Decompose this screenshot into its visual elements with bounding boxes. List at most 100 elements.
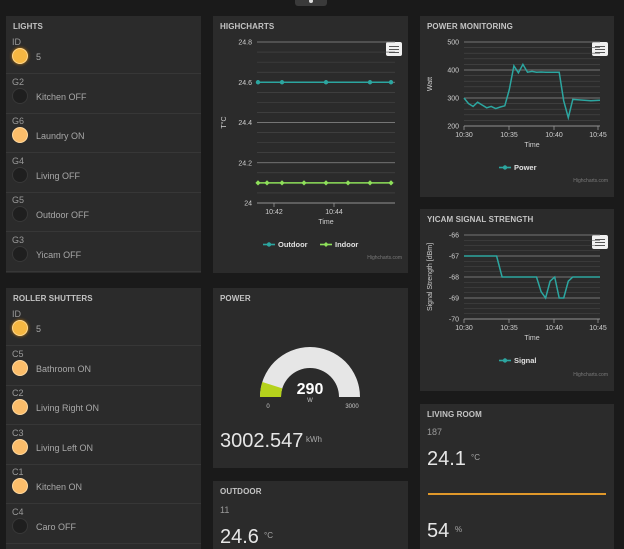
x-axis-title: Time xyxy=(318,219,333,226)
light-row: G4 Living OFF xyxy=(6,154,201,193)
y-tick-label: 300 xyxy=(447,96,459,103)
x-axis-title: Time xyxy=(524,335,539,342)
y-tick-label: -70 xyxy=(449,317,459,324)
bulb-toggle-icon[interactable] xyxy=(12,438,28,455)
bulb-toggle-icon[interactable] xyxy=(12,359,28,376)
data-point xyxy=(255,180,261,186)
data-point xyxy=(323,80,329,85)
gauge-unit: W xyxy=(307,398,313,404)
data-point xyxy=(367,80,373,85)
y-tick-label: 24.6 xyxy=(238,80,252,87)
living-room-divider xyxy=(428,493,606,495)
bulb-toggle-icon[interactable] xyxy=(12,206,28,222)
shutter-row-label: Living Left ON xyxy=(36,442,94,453)
outdoor-temp: 24.6 xyxy=(220,526,259,548)
chart-menu-icon[interactable] xyxy=(592,42,608,56)
power-panel: POWER 290 W 0 3000 3002.547 kWh xyxy=(213,288,408,468)
data-point xyxy=(345,180,351,186)
data-point xyxy=(323,180,329,186)
living-room-title: LIVING ROOM xyxy=(427,410,482,419)
shutter-row: C5 Bathroom ON xyxy=(6,347,201,386)
legend-marker xyxy=(502,358,508,363)
bulb-toggle-icon[interactable] xyxy=(12,399,28,415)
shutter-row-id: C3 xyxy=(12,427,24,438)
legend-marker xyxy=(502,165,508,170)
power-monitoring-panel: POWER MONITORING 200 300 400 500 10:30 10:35 1… xyxy=(420,16,614,197)
light-row-id: G2 xyxy=(12,76,25,87)
temperature-chart: 24 24.2 24.4 24.6 24.8 10:42 10:44 Time T°C Outdo… xyxy=(220,40,402,262)
y-tick-label: 200 xyxy=(447,124,459,131)
power-monitoring-title: POWER MONITORING xyxy=(427,22,513,31)
shutter-row-label: Kitchen ON xyxy=(36,482,83,492)
shutter-row-id: C2 xyxy=(12,388,24,398)
light-row: G3 Yicam OFF xyxy=(6,233,201,272)
y-tick-label: -67 xyxy=(449,254,459,261)
gauge-min: 0 xyxy=(266,404,270,410)
outdoor-id: 11 xyxy=(220,505,230,515)
living-room-humidity-unit: % xyxy=(455,525,463,534)
shutter-row-id: C1 xyxy=(12,467,24,477)
bulb-toggle-icon[interactable] xyxy=(12,87,28,104)
x-tick-label: 10:35 xyxy=(500,132,518,139)
signal-strength-chart: -70 -69 -68 -67 -66 10:30 10:35 10:40 10:45 Time S… xyxy=(427,233,608,379)
shutter-row: ID 5 xyxy=(6,307,201,346)
bulb-toggle-icon[interactable] xyxy=(12,320,28,336)
living-room-id: 187 xyxy=(427,427,443,437)
legend-label: Indoor xyxy=(335,240,358,249)
bulb-toggle-icon[interactable] xyxy=(12,245,28,262)
living-room-humidity: 54 xyxy=(427,520,450,542)
bulb-toggle-icon[interactable] xyxy=(12,127,28,143)
bulb-toggle-icon[interactable] xyxy=(12,517,28,534)
shutter-row: C3 Living Left ON xyxy=(6,426,201,465)
light-row-id: G3 xyxy=(12,234,25,245)
light-row-label: Laundry ON xyxy=(36,131,85,141)
power-gauge: 290 W 0 3000 xyxy=(260,347,360,410)
data-point xyxy=(301,180,307,186)
data-point xyxy=(388,80,394,85)
data-point xyxy=(279,180,285,186)
highcharts-credits: Highcharts.com xyxy=(573,372,608,378)
y-axis-title: Signal Strength [dBm] xyxy=(427,243,434,311)
shutter-row-label: Caro OFF xyxy=(36,521,77,532)
bulb-toggle-icon[interactable] xyxy=(12,478,28,494)
yicam-signal-title: YICAM SIGNAL STRENGTH xyxy=(427,215,534,224)
outdoor-temp-unit: °C xyxy=(264,531,273,540)
living-room-panel: LIVING ROOM 187 24.1 °C 54 % xyxy=(420,404,614,549)
top-handle[interactable] xyxy=(295,0,327,6)
shutter-row-id: C5 xyxy=(12,348,24,359)
shutter-row-id: C4 xyxy=(12,506,24,517)
data-point xyxy=(388,180,394,186)
lights-panel: LIGHTS ID 5 G2 Kitchen OFF G6 Laundry ON G4 Liv… xyxy=(6,16,201,273)
series-line-power xyxy=(463,62,601,121)
x-tick-label: 10:40 xyxy=(545,132,563,139)
x-tick-label: 10:35 xyxy=(500,325,518,332)
y-tick-label: 24.8 xyxy=(238,40,252,47)
highcharts-title: HIGHCHARTS xyxy=(220,22,275,31)
y-tick-label: 24 xyxy=(244,201,252,208)
power-monitoring-chart: 200 300 400 500 10:30 10:35 10:40 10:45 Time Watt… xyxy=(427,40,608,185)
highcharts-credits: Highcharts.com xyxy=(573,178,608,184)
outdoor-title: OUTDOOR xyxy=(220,487,262,496)
y-tick-label: 24.4 xyxy=(238,120,252,127)
light-row-label: Outdoor OFF xyxy=(36,210,90,220)
x-tick-label: 10:42 xyxy=(265,209,283,216)
light-row: G2 Kitchen OFF xyxy=(6,75,201,114)
data-point xyxy=(367,180,373,186)
x-tick-label: 10:44 xyxy=(325,209,343,216)
gauge-value: 290 xyxy=(297,381,324,398)
gauge-fill-arc xyxy=(260,382,283,397)
shutter-row-label: Living Right ON xyxy=(36,403,100,413)
bulb-toggle-icon[interactable] xyxy=(12,48,28,64)
y-tick-label: -66 xyxy=(449,233,459,240)
legend-label: Signal xyxy=(514,356,537,365)
x-tick-label: 10:30 xyxy=(455,132,473,139)
highcharts-panel: HIGHCHARTS 24 24.2 24.4 24.6 24.8 10:42 10:44 T… xyxy=(213,16,408,273)
y-tick-label: -68 xyxy=(449,275,459,282)
legend-label: Outdoor xyxy=(278,240,308,249)
x-tick-label: 10:45 xyxy=(589,325,607,332)
energy-unit: kWh xyxy=(306,435,322,444)
bulb-toggle-icon[interactable] xyxy=(12,166,28,183)
light-row-label: Kitchen OFF xyxy=(36,91,87,102)
x-tick-label: 10:30 xyxy=(455,325,473,332)
shutter-row-label: Bathroom ON xyxy=(36,363,92,374)
